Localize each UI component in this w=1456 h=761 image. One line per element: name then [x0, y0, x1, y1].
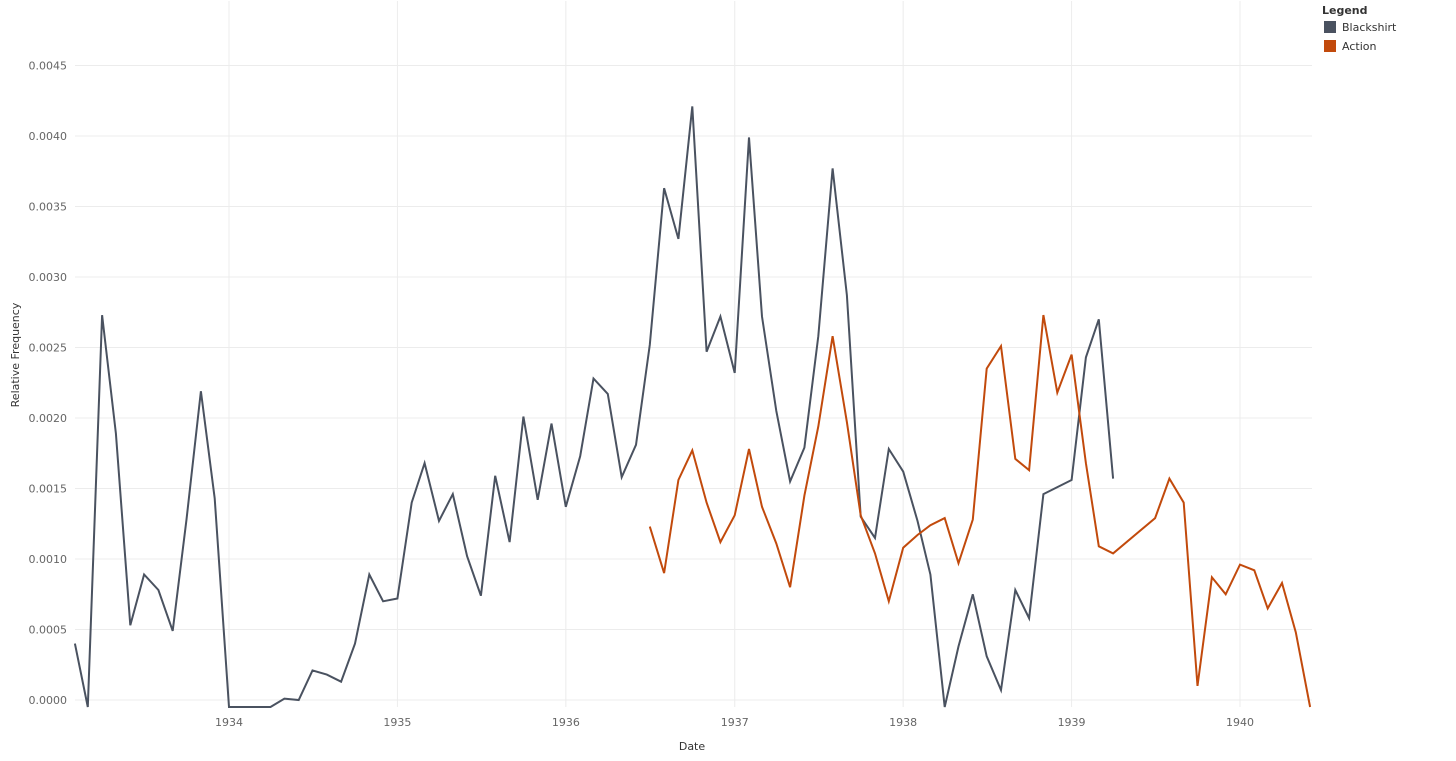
legend[interactable]: Legend Blackshirt Action — [1322, 4, 1397, 53]
grid — [75, 1, 1312, 707]
y-tick-label: 0.0025 — [29, 342, 68, 355]
x-axis-ticks: 1934 1935 1936 1937 1938 1939 1940 — [215, 716, 1254, 729]
x-tick-label: 1938 — [889, 716, 917, 729]
x-tick-label: 1940 — [1226, 716, 1254, 729]
legend-swatch-blackshirt — [1324, 21, 1336, 33]
y-axis-title: Relative Frequency — [9, 302, 22, 407]
y-tick-label: 0.0000 — [29, 694, 68, 707]
y-tick-label: 0.0010 — [29, 553, 68, 566]
y-tick-label: 0.0005 — [29, 624, 68, 637]
x-tick-label: 1935 — [383, 716, 411, 729]
y-tick-label: 0.0040 — [29, 130, 68, 143]
x-tick-label: 1934 — [215, 716, 243, 729]
legend-title: Legend — [1322, 4, 1368, 17]
series-line-action[interactable] — [648, 314, 1312, 708]
x-tick-label: 1936 — [552, 716, 580, 729]
x-axis-title: Date — [679, 740, 706, 753]
legend-label-action: Action — [1342, 40, 1376, 53]
series-lines — [73, 106, 1312, 708]
series-line-blackshirt[interactable] — [73, 106, 1115, 708]
y-tick-label: 0.0020 — [29, 412, 68, 425]
x-tick-label: 1939 — [1058, 716, 1086, 729]
x-tick-label: 1937 — [721, 716, 749, 729]
y-tick-label: 0.0030 — [29, 271, 68, 284]
y-tick-label: 0.0035 — [29, 201, 68, 214]
y-tick-label: 0.0015 — [29, 483, 68, 496]
y-tick-label: 0.0045 — [29, 60, 68, 73]
legend-label-blackshirt: Blackshirt — [1342, 21, 1397, 34]
legend-swatch-action — [1324, 40, 1336, 52]
y-axis-ticks: 0.0000 0.0005 0.0010 0.0015 0.0020 0.0025 0.00… — [29, 0, 68, 707]
